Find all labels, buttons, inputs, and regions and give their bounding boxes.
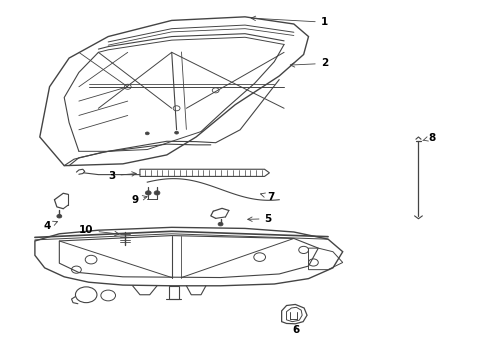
- Text: 9: 9: [131, 195, 147, 205]
- Text: 10: 10: [79, 225, 119, 236]
- Text: 4: 4: [44, 221, 57, 231]
- Circle shape: [57, 215, 62, 218]
- Circle shape: [146, 132, 149, 135]
- Text: 1: 1: [251, 16, 328, 27]
- Circle shape: [218, 222, 223, 226]
- Text: 6: 6: [293, 325, 300, 335]
- Text: 8: 8: [423, 133, 436, 143]
- Circle shape: [154, 191, 160, 195]
- Circle shape: [146, 191, 151, 195]
- Text: 7: 7: [261, 192, 274, 202]
- Text: 3: 3: [108, 171, 136, 181]
- Circle shape: [174, 131, 178, 134]
- Text: 5: 5: [248, 214, 272, 224]
- Text: 2: 2: [290, 58, 328, 68]
